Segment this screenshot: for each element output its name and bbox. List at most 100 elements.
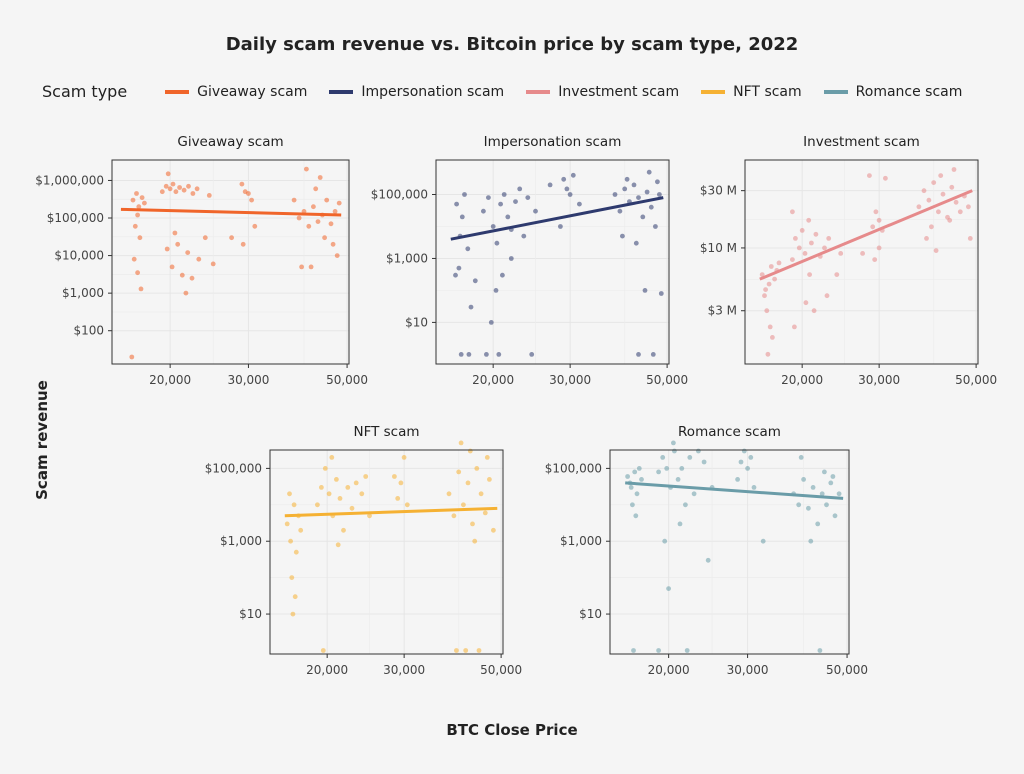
data-point	[353, 480, 359, 486]
data-point	[828, 480, 834, 486]
y-tick-label: $100,000	[371, 188, 428, 202]
data-point	[392, 474, 397, 479]
legend-label: Investment scam	[558, 83, 680, 100]
data-point	[650, 352, 656, 357]
data-point	[194, 186, 200, 192]
data-point	[313, 186, 319, 192]
data-point	[129, 354, 135, 360]
x-tick-label: 50,000	[955, 373, 997, 387]
data-point	[330, 241, 336, 247]
data-point	[163, 183, 169, 189]
data-point	[465, 246, 471, 252]
panel-impersonation-scam: Impersonation scam $10 $1,000 $100,000 20,00…	[371, 134, 688, 387]
data-point	[765, 351, 771, 357]
data-point	[768, 264, 774, 269]
data-point	[500, 272, 505, 278]
y-tick-label: $10	[239, 607, 262, 621]
data-point	[622, 186, 628, 192]
data-point	[491, 527, 496, 533]
data-point	[933, 248, 939, 254]
data-point	[484, 352, 489, 357]
data-point	[131, 256, 137, 262]
data-point	[796, 245, 802, 251]
data-point	[745, 466, 750, 471]
data-point	[876, 217, 882, 223]
panel-title: Impersonation scam	[484, 134, 622, 150]
data-point	[167, 186, 173, 192]
data-point	[173, 189, 179, 195]
x-tick-label: 50,000	[480, 663, 522, 677]
data-point	[634, 491, 640, 497]
data-point	[299, 264, 304, 270]
data-point	[481, 208, 486, 214]
data-point	[810, 485, 816, 490]
data-point	[329, 455, 335, 460]
data-point	[940, 191, 946, 197]
y-tick-label: $1,000	[220, 534, 262, 548]
data-point	[807, 272, 812, 277]
chart-title: Daily scam revenue vs. Bitcoin price by …	[225, 34, 799, 55]
data-point	[467, 448, 473, 454]
data-point	[819, 491, 825, 497]
panel-romance-scam: Romance scam $10 $1,000 $100,000 20,000 30,00…	[545, 424, 868, 677]
y-tick-label: $1,000	[560, 534, 602, 548]
data-point	[921, 188, 927, 194]
data-point	[824, 293, 830, 299]
y-tick-label: $10	[579, 607, 602, 621]
x-tick-label: 30,000	[549, 373, 591, 387]
data-point	[484, 455, 490, 460]
data-point	[916, 204, 922, 210]
data-point	[306, 223, 312, 229]
data-point	[748, 455, 754, 460]
data-point	[459, 214, 465, 220]
data-point	[636, 352, 641, 357]
legend-item-nft: NFT scam	[701, 84, 802, 100]
data-point	[186, 183, 191, 189]
data-point	[799, 228, 805, 233]
data-point	[931, 180, 937, 186]
data-point	[936, 209, 941, 215]
data-point	[229, 235, 235, 241]
data-point	[926, 197, 932, 203]
legend-item-investment: Investment scam	[526, 84, 679, 100]
data-point	[815, 521, 821, 527]
data-point	[696, 448, 701, 454]
data-point	[185, 250, 191, 256]
panel-background	[270, 450, 503, 654]
data-point	[836, 491, 842, 497]
panel-nft-scam: NFT scam $10 $1,000 $100,000 20,000 30,000 50,…	[205, 424, 522, 677]
data-point	[135, 212, 141, 218]
data-point	[735, 477, 740, 482]
x-tick-label: 20,000	[306, 663, 348, 677]
data-point	[764, 308, 770, 314]
data-point	[759, 272, 765, 277]
data-point	[801, 477, 806, 482]
data-point	[951, 167, 957, 172]
data-point	[631, 182, 637, 188]
data-point	[666, 586, 671, 591]
y-tick-label: $100,000	[545, 461, 602, 475]
data-point	[451, 513, 457, 519]
panel-investment-scam: Investment scam $3 M $10 M $30 M 20,000 30,00…	[700, 134, 997, 387]
data-point	[657, 192, 662, 197]
data-point	[860, 251, 865, 256]
data-point	[181, 187, 187, 193]
data-point	[487, 477, 492, 482]
data-point	[508, 256, 514, 261]
x-tick-label: 20,000	[781, 373, 823, 387]
data-point	[656, 469, 661, 475]
data-point	[790, 257, 795, 262]
data-point	[660, 455, 666, 460]
data-point	[334, 477, 339, 482]
data-point	[169, 264, 175, 270]
data-point	[679, 466, 685, 471]
data-point	[292, 594, 298, 600]
data-point	[289, 575, 295, 580]
data-point	[501, 192, 507, 197]
data-point	[687, 455, 693, 460]
data-point	[830, 474, 836, 479]
data-point	[763, 287, 768, 292]
trend-line	[450, 196, 664, 241]
data-point	[190, 191, 196, 196]
data-point	[179, 272, 185, 278]
